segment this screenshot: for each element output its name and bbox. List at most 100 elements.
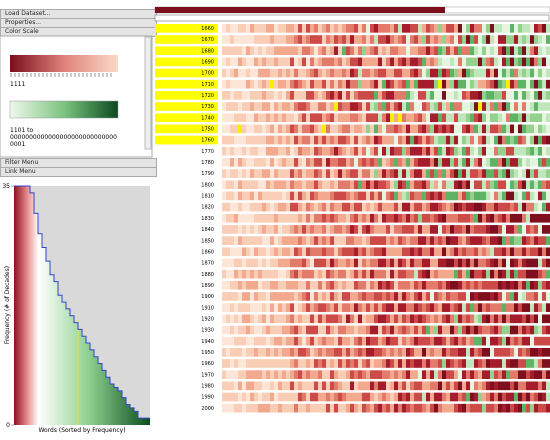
heat-cell xyxy=(378,314,382,324)
heat-cell xyxy=(278,24,282,33)
heat-cell xyxy=(466,269,470,279)
heat-cell xyxy=(430,247,434,257)
heat-cell xyxy=(238,113,242,123)
heat-cell xyxy=(474,347,478,357)
menu-item[interactable]: Link Menu xyxy=(0,167,157,177)
heat-cell xyxy=(286,213,290,223)
heat-cell xyxy=(222,135,226,145)
heat-cell xyxy=(286,91,290,100)
heat-cell xyxy=(302,158,306,167)
heat-cell xyxy=(310,35,314,44)
heat-cell xyxy=(342,370,346,379)
heat-cell xyxy=(538,347,542,357)
heat-cell xyxy=(426,180,430,190)
heat-row xyxy=(222,292,550,301)
heat-cell xyxy=(230,146,234,156)
heat-cell xyxy=(242,370,246,379)
heat-cell xyxy=(230,102,234,111)
heat-cell xyxy=(326,236,330,245)
heat-cell xyxy=(478,325,482,335)
heat-cell xyxy=(370,403,374,413)
heat-cell xyxy=(354,135,358,145)
heat-cell xyxy=(386,359,390,368)
heat-cell xyxy=(482,158,486,167)
heat-cell xyxy=(490,213,494,223)
scrollbar[interactable] xyxy=(144,36,152,150)
heat-cell xyxy=(322,247,326,257)
heat-cell xyxy=(226,225,230,234)
heat-cell xyxy=(546,68,550,78)
heat-cell xyxy=(286,269,290,279)
heat-cell xyxy=(318,91,322,100)
heat-cell xyxy=(286,392,290,402)
heat-cell xyxy=(466,314,470,324)
heat-cell xyxy=(442,91,446,100)
decade-label: 1770 xyxy=(201,149,214,155)
heat-cell xyxy=(310,79,314,89)
heat-cell xyxy=(286,191,290,201)
heat-cell xyxy=(450,191,454,201)
heat-cell xyxy=(534,325,538,335)
heat-cell xyxy=(446,325,450,335)
heat-cell xyxy=(338,35,342,44)
heat-cell xyxy=(230,180,234,190)
heat-cell xyxy=(282,68,286,78)
decade-label: 2000 xyxy=(201,406,214,412)
heat-cell xyxy=(322,191,326,201)
heat-cell xyxy=(338,280,342,290)
heat-cell xyxy=(430,213,434,223)
heat-cell xyxy=(454,158,458,167)
heat-cell xyxy=(414,269,418,279)
heat-cell xyxy=(446,292,450,301)
heat-cell xyxy=(238,46,242,56)
heat-cell xyxy=(418,102,422,111)
heat-cell xyxy=(486,269,490,279)
heat-cell xyxy=(326,213,330,223)
heat-cell xyxy=(382,225,386,234)
heat-cell xyxy=(330,236,334,245)
heat-cell xyxy=(490,392,494,402)
heat-cell xyxy=(258,113,262,123)
heat-cell xyxy=(286,325,290,335)
heat-cell xyxy=(274,336,278,346)
heat-cell xyxy=(410,135,414,145)
heat-cell xyxy=(294,347,298,357)
heat-cell xyxy=(458,91,462,100)
heat-cell xyxy=(222,213,226,223)
heat-cell xyxy=(310,191,314,201)
heat-cell xyxy=(250,336,254,346)
heat-cell xyxy=(294,213,298,223)
heat-cell xyxy=(278,303,282,312)
heat-cell xyxy=(386,303,390,312)
heat-cell xyxy=(434,359,438,368)
heat-cell xyxy=(414,124,418,134)
heat-cell xyxy=(402,213,406,223)
heat-cell xyxy=(222,124,226,134)
heat-cell xyxy=(422,359,426,368)
heat-cell xyxy=(490,202,494,212)
heat-cell xyxy=(234,303,238,312)
heat-cell xyxy=(254,213,258,223)
heat-cell xyxy=(474,325,478,335)
heat-cell xyxy=(394,280,398,290)
heat-cell xyxy=(394,158,398,167)
heat-cell xyxy=(470,403,474,413)
heat-cell xyxy=(342,180,346,190)
heat-cell xyxy=(314,79,318,89)
heat-cell xyxy=(502,102,506,111)
heat-cell xyxy=(438,102,442,111)
heat-cell xyxy=(310,146,314,156)
heat-cell xyxy=(422,46,426,56)
heat-cell xyxy=(494,102,498,111)
heat-cell xyxy=(274,24,278,33)
heat-cell xyxy=(434,247,438,257)
scroll-bar-top[interactable] xyxy=(154,14,550,22)
heat-cell xyxy=(250,359,254,368)
heat-cell xyxy=(406,314,410,324)
heat-cell xyxy=(370,102,374,111)
heat-cell xyxy=(502,359,506,368)
heat-cell xyxy=(242,269,246,279)
heat-cell xyxy=(278,57,282,67)
heat-cell xyxy=(402,146,406,156)
heat-cell xyxy=(318,124,322,134)
